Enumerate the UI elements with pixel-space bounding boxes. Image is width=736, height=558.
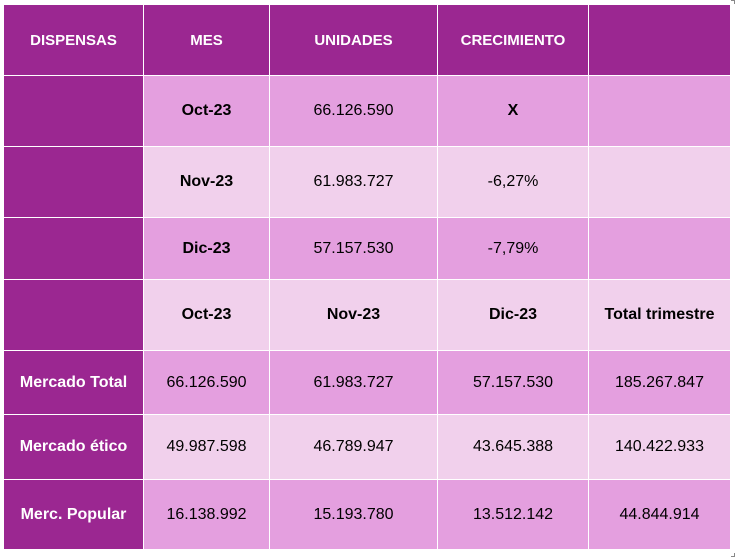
- market-nov: 15.193.780: [269, 479, 438, 550]
- table-row: Mercado ético 49.987.598 46.789.947 43.6…: [3, 414, 731, 480]
- quarter-header-dic: Dic-23: [437, 279, 589, 351]
- month-growth: -7,79%: [437, 217, 589, 280]
- market-label: Merc. Popular: [3, 479, 144, 550]
- market-dic: 43.645.388: [437, 414, 589, 480]
- quarter-header-nov: Nov-23: [269, 279, 438, 351]
- table-row: Merc. Popular 16.138.992 15.193.780 13.5…: [3, 479, 731, 550]
- market-dic: 13.512.142: [437, 479, 589, 550]
- market-total: 185.267.847: [588, 350, 731, 415]
- quarter-header-total: Total trimestre: [588, 279, 731, 351]
- header-mes: MES: [143, 4, 270, 76]
- month-units: 66.126.590: [269, 75, 438, 147]
- side-cell: [3, 217, 144, 280]
- side-cell: [3, 75, 144, 147]
- table-row: Mercado Total 66.126.590 61.983.727 57.1…: [3, 350, 731, 415]
- month-units: 57.157.530: [269, 217, 438, 280]
- market-nov: 61.983.727: [269, 350, 438, 415]
- header-empty: [588, 4, 731, 76]
- header-unidades: UNIDADES: [269, 4, 438, 76]
- empty-cell: [588, 146, 731, 218]
- side-cell: [3, 146, 144, 218]
- table-row: Dic-23 57.157.530 -7,79%: [3, 217, 731, 280]
- dispensas-table: DISPENSAS MES UNIDADES CRECIMIENTO Oct-2…: [3, 4, 731, 550]
- market-nov: 46.789.947: [269, 414, 438, 480]
- month-growth: X: [437, 75, 589, 147]
- quarter-header-oct: Oct-23: [143, 279, 270, 351]
- market-oct: 49.987.598: [143, 414, 270, 480]
- month-label: Dic-23: [143, 217, 270, 280]
- market-label: Mercado ético: [3, 414, 144, 480]
- table-row: Oct-23 66.126.590 X: [3, 75, 731, 147]
- frame-corner-top: [731, 0, 735, 4]
- market-dic: 57.157.530: [437, 350, 589, 415]
- month-growth: -6,27%: [437, 146, 589, 218]
- side-cell: [3, 279, 144, 351]
- month-label: Oct-23: [143, 75, 270, 147]
- empty-cell: [588, 75, 731, 147]
- header-dispensas: DISPENSAS: [3, 4, 144, 76]
- header-row: DISPENSAS MES UNIDADES CRECIMIENTO: [3, 4, 731, 76]
- market-label: Mercado Total: [3, 350, 144, 415]
- quarter-header-row: Oct-23 Nov-23 Dic-23 Total trimestre: [3, 279, 731, 351]
- month-label: Nov-23: [143, 146, 270, 218]
- market-oct: 66.126.590: [143, 350, 270, 415]
- frame-corner-bottom: [731, 553, 735, 557]
- market-total: 44.844.914: [588, 479, 731, 550]
- table-row: Nov-23 61.983.727 -6,27%: [3, 146, 731, 218]
- market-total: 140.422.933: [588, 414, 731, 480]
- market-oct: 16.138.992: [143, 479, 270, 550]
- month-units: 61.983.727: [269, 146, 438, 218]
- header-crecimiento: CRECIMIENTO: [437, 4, 589, 76]
- empty-cell: [588, 217, 731, 280]
